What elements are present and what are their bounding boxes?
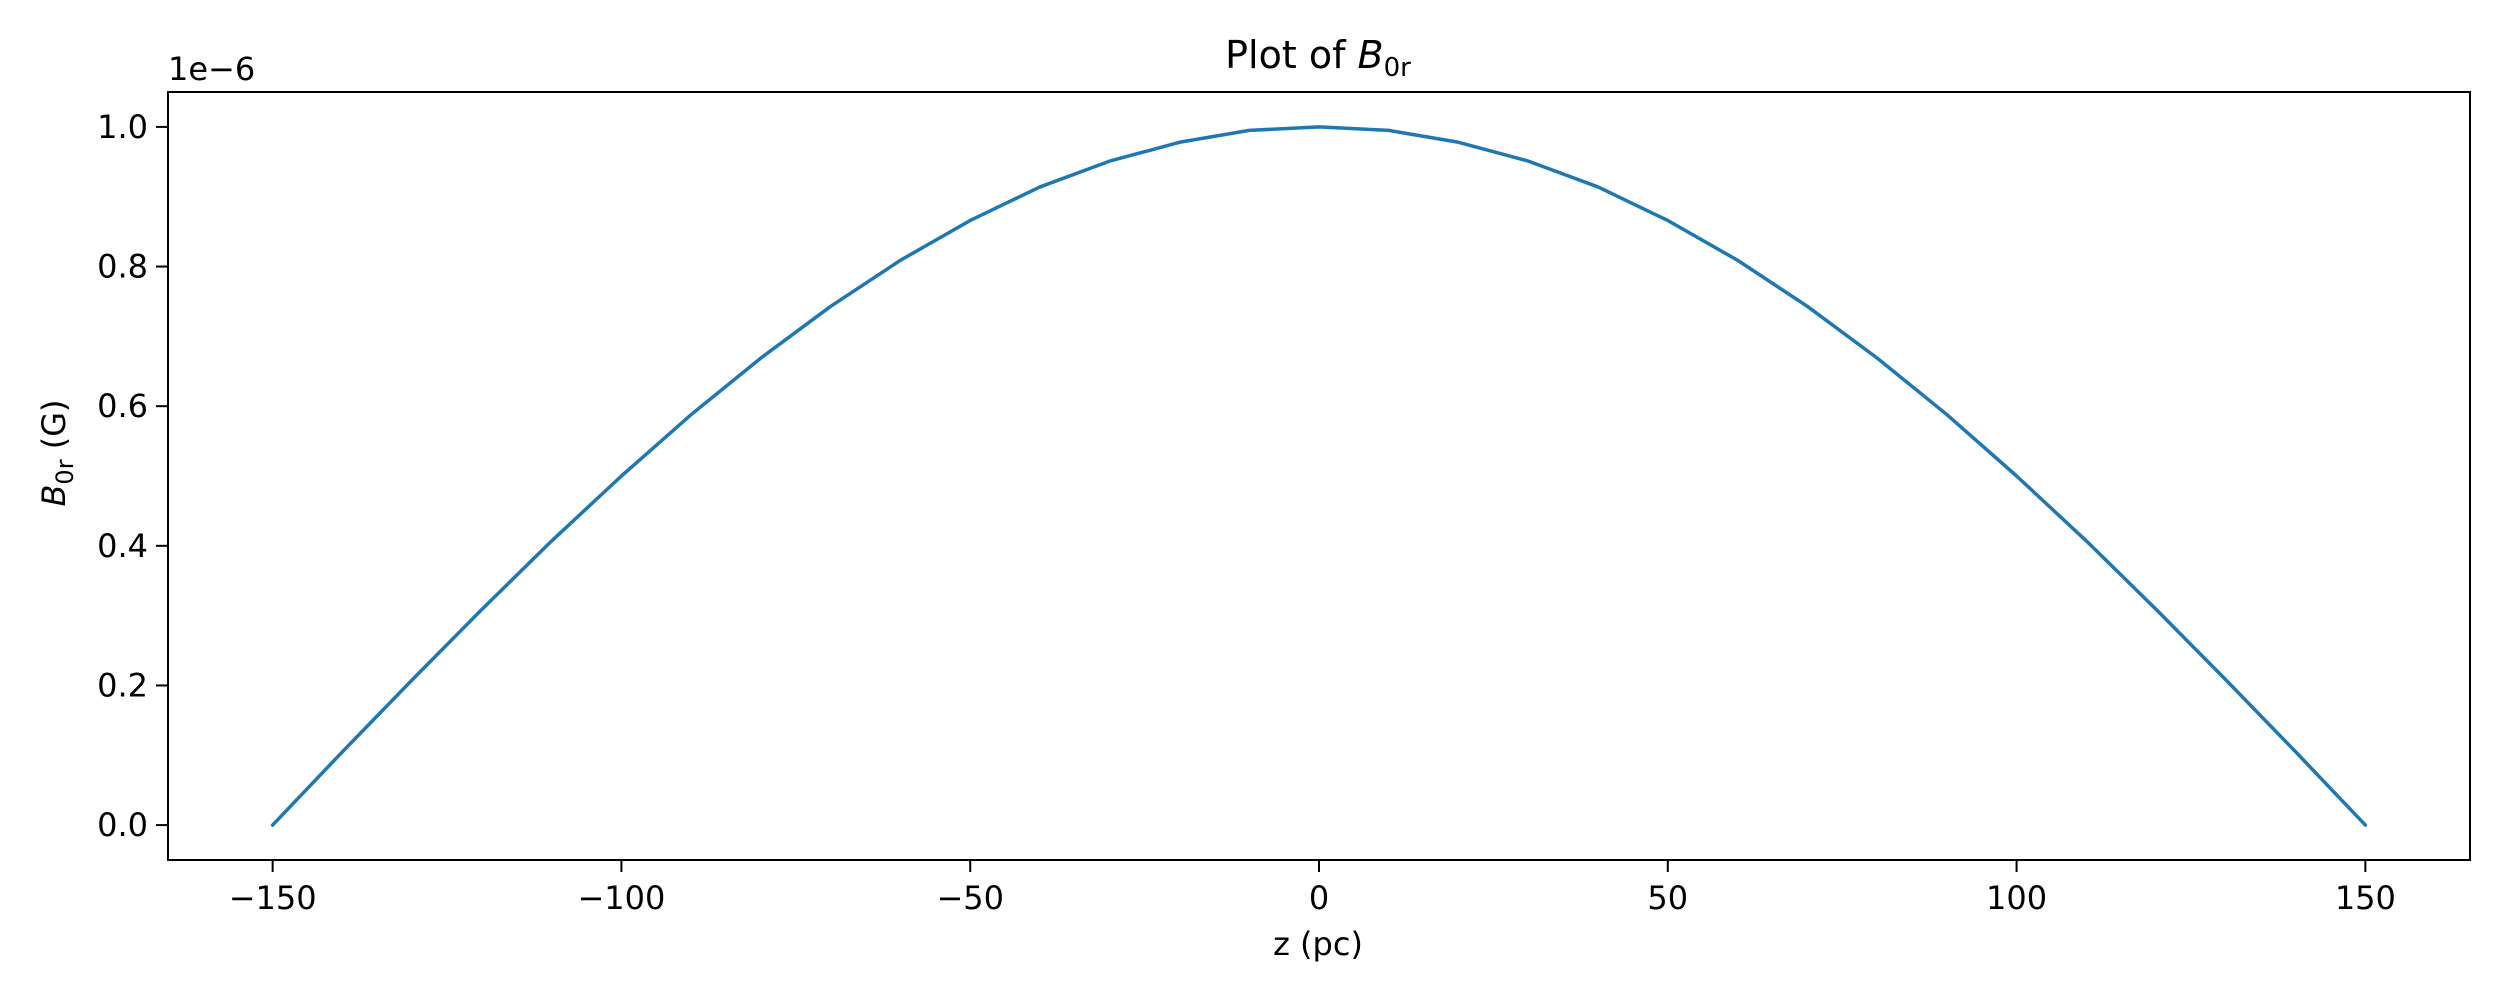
x-tick-label: −100 [577, 879, 665, 917]
x-tick-label: −50 [936, 879, 1004, 917]
y-tick-label: 0.8 [97, 248, 148, 286]
y-axis-label-suffix: (G) [35, 399, 73, 459]
x-tick-label: 50 [1647, 879, 1688, 917]
y-tick-label: 0.6 [97, 387, 148, 425]
series-line-0 [270, 125, 2368, 827]
chart-title-subscript: 0r [1384, 53, 1412, 83]
y-axis-label-subscript: 0r [51, 459, 79, 484]
y-tick-label: 0.2 [97, 666, 148, 704]
chart-title: Plot of B0r [1225, 33, 1411, 83]
y-tick-label: 0.0 [97, 806, 148, 844]
x-tick-label: 150 [2335, 879, 2396, 917]
y-tick-label: 0.4 [97, 527, 148, 565]
y-axis-label: B0r (G) [35, 399, 79, 506]
plot-area [270, 125, 2368, 827]
x-axis-label: z (pc) [1273, 925, 1363, 963]
x-tick-label: 100 [1986, 879, 2047, 917]
y-axis-label-symbol: B [35, 485, 73, 507]
x-axis: −150 −100 −50 0 50 100 150 [229, 860, 2396, 917]
chart-title-symbol: B [1358, 33, 1384, 77]
y-scale-factor: 1e−6 [168, 50, 255, 88]
y-axis: 0.0 0.2 0.4 0.6 0.8 1.0 [97, 108, 168, 844]
chart-title-prefix: Plot of [1225, 33, 1357, 77]
y-tick-label: 1.0 [97, 108, 148, 146]
x-tick-label: 0 [1309, 879, 1329, 917]
x-tick-label: −150 [229, 879, 317, 917]
